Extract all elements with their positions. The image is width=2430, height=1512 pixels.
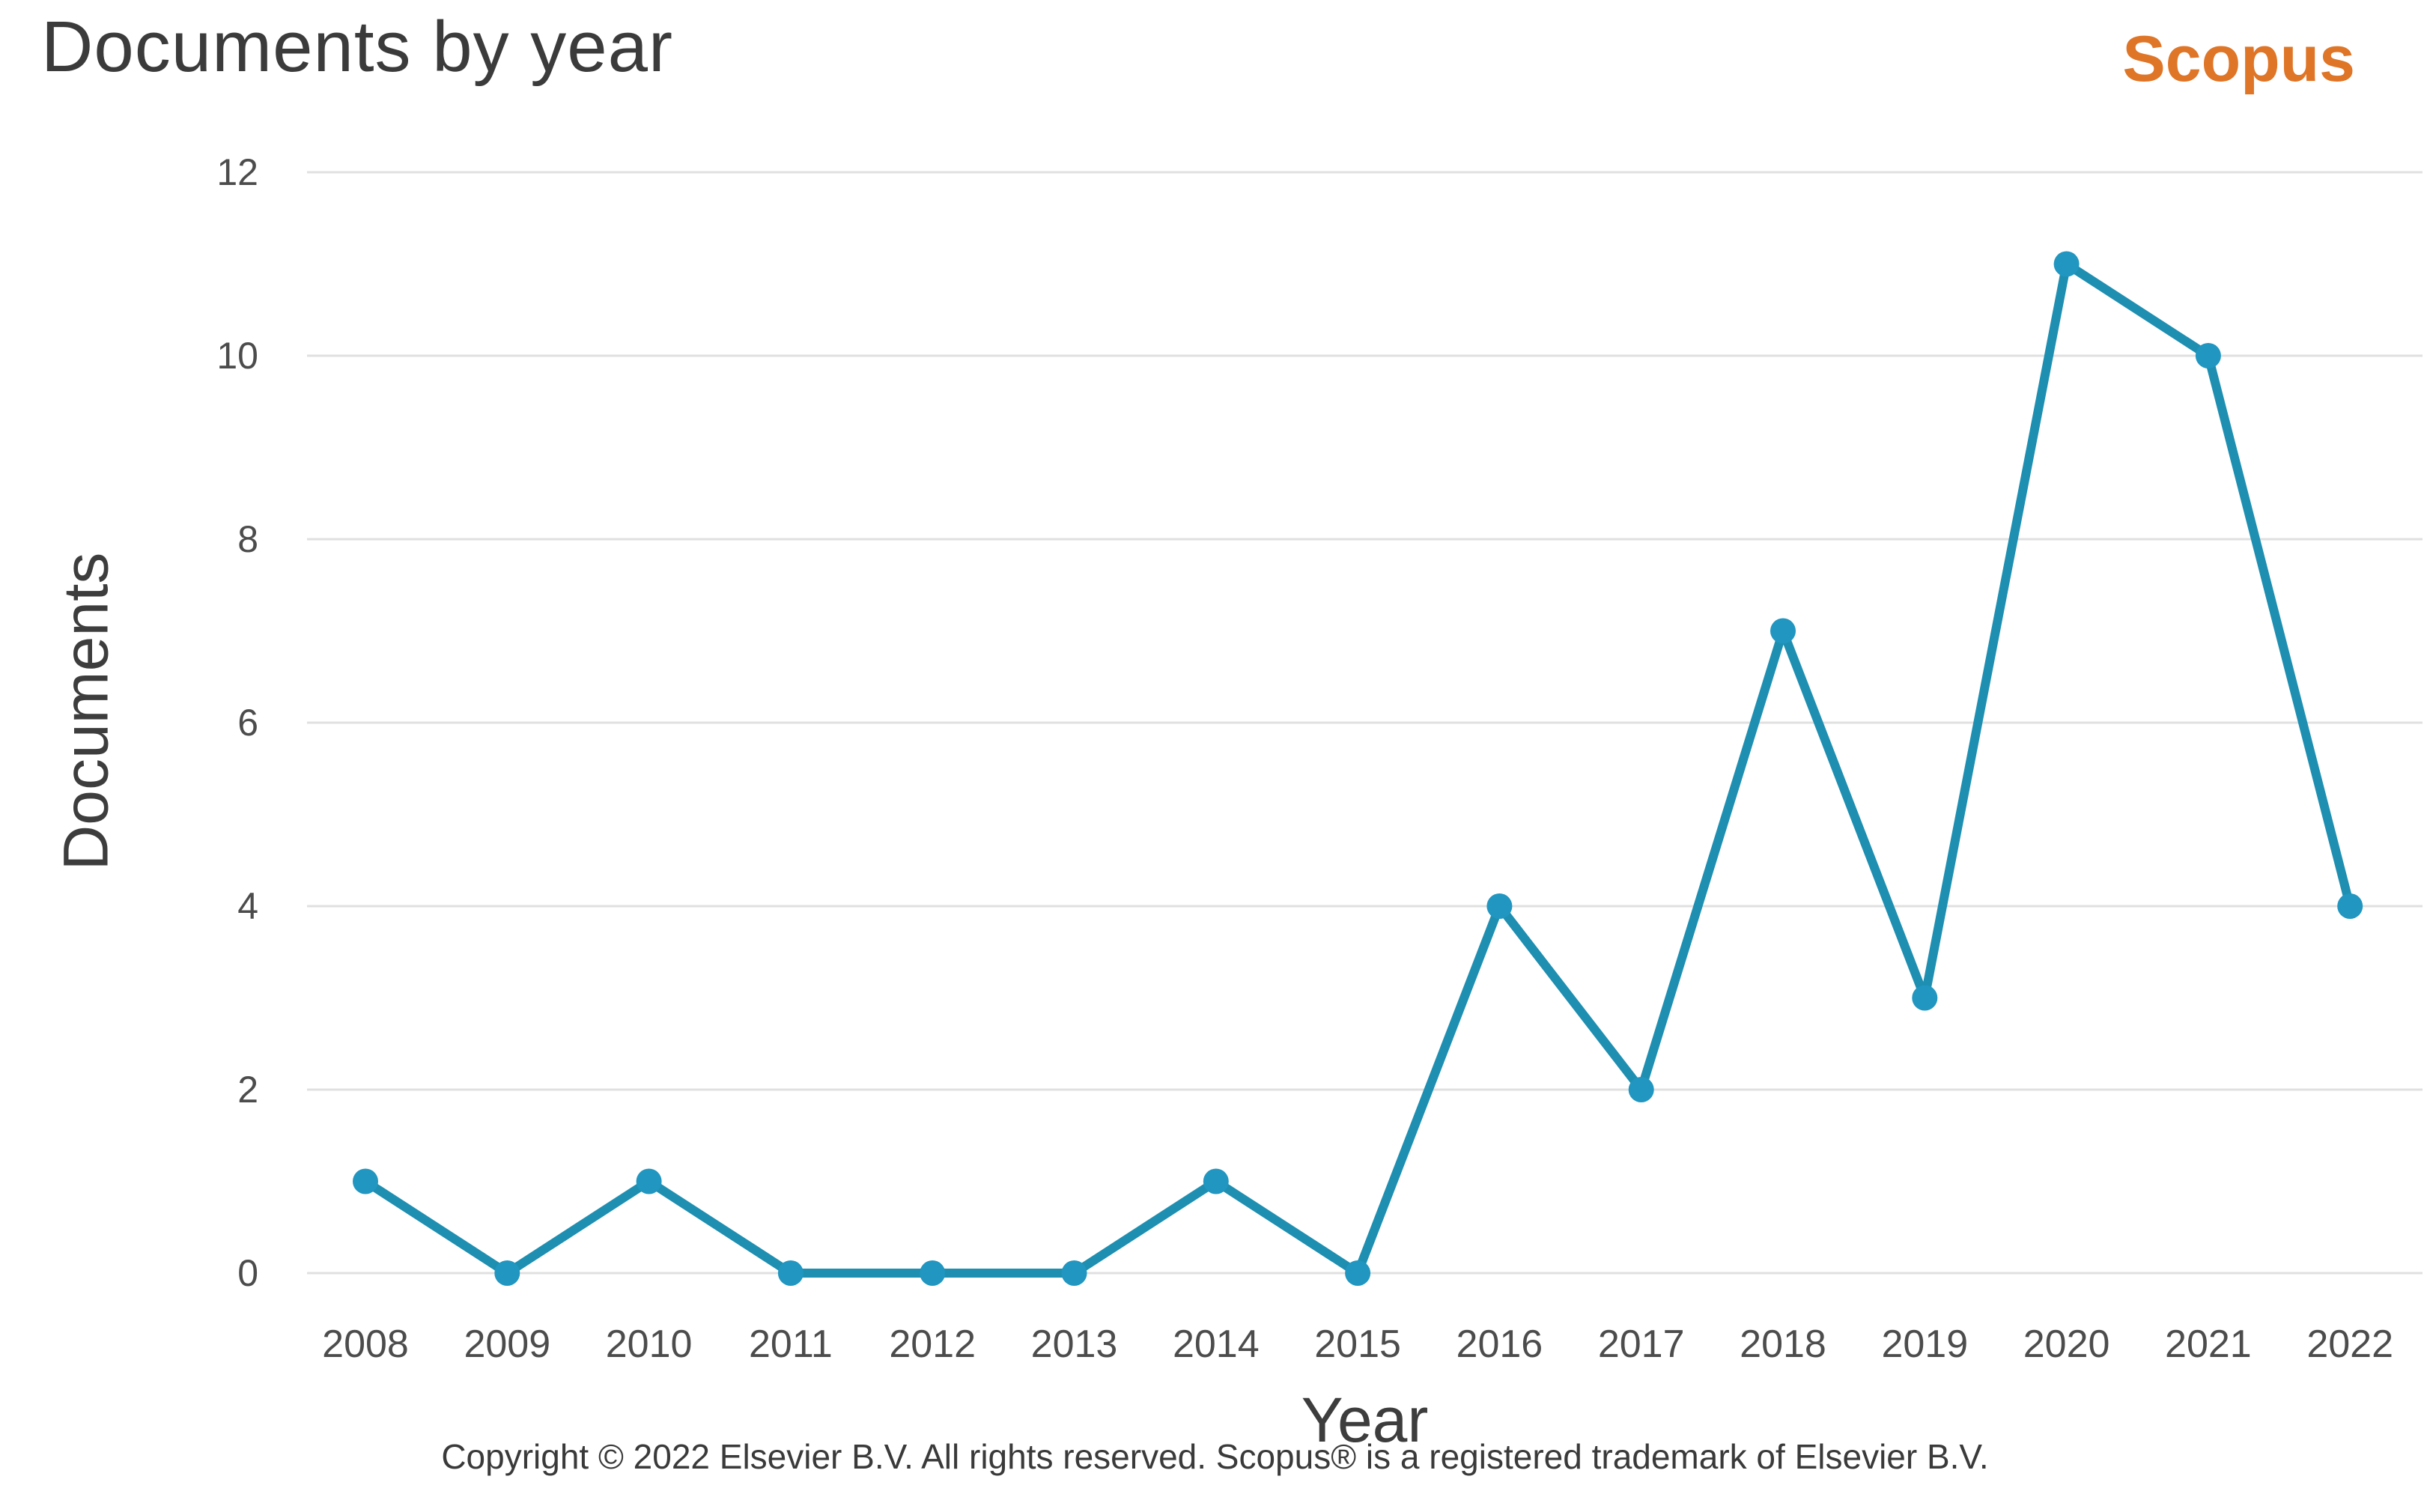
y-tick-6: 6 [237, 702, 258, 744]
data-point-2022[interactable] [2337, 893, 2363, 919]
data-point-2020[interactable] [2053, 251, 2080, 277]
data-point-2011[interactable] [777, 1260, 804, 1286]
x-tick-2010: 2010 [606, 1323, 693, 1366]
x-tick-2016: 2016 [1457, 1323, 1543, 1366]
x-tick-2015: 2015 [1314, 1323, 1401, 1366]
y-tick-4: 4 [237, 885, 258, 927]
data-points [353, 251, 2363, 1286]
chart-title: Documents by year [41, 7, 674, 87]
data-point-2008[interactable] [353, 1168, 378, 1194]
x-tick-labels: 2008 2009 2010 2011 2012 2013 2014 2015 2016 2017… [322, 1323, 2393, 1366]
y-tick-labels: 0 2 4 6 8 10 12 [216, 151, 258, 1294]
documents-series-line [361, 259, 2355, 1278]
data-point-2013[interactable] [1061, 1260, 1087, 1286]
data-point-2012[interactable] [920, 1260, 946, 1286]
data-point-2010[interactable] [636, 1168, 662, 1194]
data-point-2014[interactable] [1203, 1168, 1229, 1194]
x-tick-2013: 2013 [1031, 1323, 1118, 1366]
y-gridlines [307, 171, 2423, 1275]
x-tick-2012: 2012 [889, 1323, 976, 1366]
data-point-2009[interactable] [494, 1260, 520, 1286]
x-tick-2014: 2014 [1173, 1323, 1260, 1366]
x-axis-label: Year [1301, 1385, 1429, 1455]
x-tick-2022: 2022 [2306, 1323, 2393, 1366]
data-point-2019[interactable] [1912, 985, 1938, 1011]
y-tick-0: 0 [237, 1252, 258, 1294]
x-tick-2020: 2020 [2023, 1323, 2110, 1366]
x-tick-2017: 2017 [1598, 1323, 1685, 1366]
y-tick-2: 2 [237, 1069, 258, 1111]
x-tick-2021: 2021 [2165, 1323, 2252, 1366]
data-point-2016[interactable] [1486, 893, 1513, 919]
scopus-logo[interactable]: Scopus [2122, 23, 2355, 95]
data-point-2015[interactable] [1345, 1260, 1371, 1286]
data-point-2017[interactable] [1628, 1077, 1654, 1102]
data-point-2018[interactable] [1770, 618, 1796, 644]
x-tick-2019: 2019 [1881, 1323, 1968, 1366]
data-point-2021[interactable] [2195, 343, 2221, 368]
copyright-text: Copyright © 2022 Elsevier B.V. All right… [441, 1437, 1989, 1476]
y-tick-10: 10 [216, 335, 258, 377]
x-tick-2008: 2008 [322, 1323, 409, 1366]
x-tick-2011: 2011 [749, 1323, 833, 1366]
x-tick-2009: 2009 [464, 1323, 550, 1366]
y-tick-8: 8 [237, 518, 258, 560]
y-tick-12: 12 [216, 151, 258, 193]
x-tick-2018: 2018 [1740, 1323, 1826, 1366]
